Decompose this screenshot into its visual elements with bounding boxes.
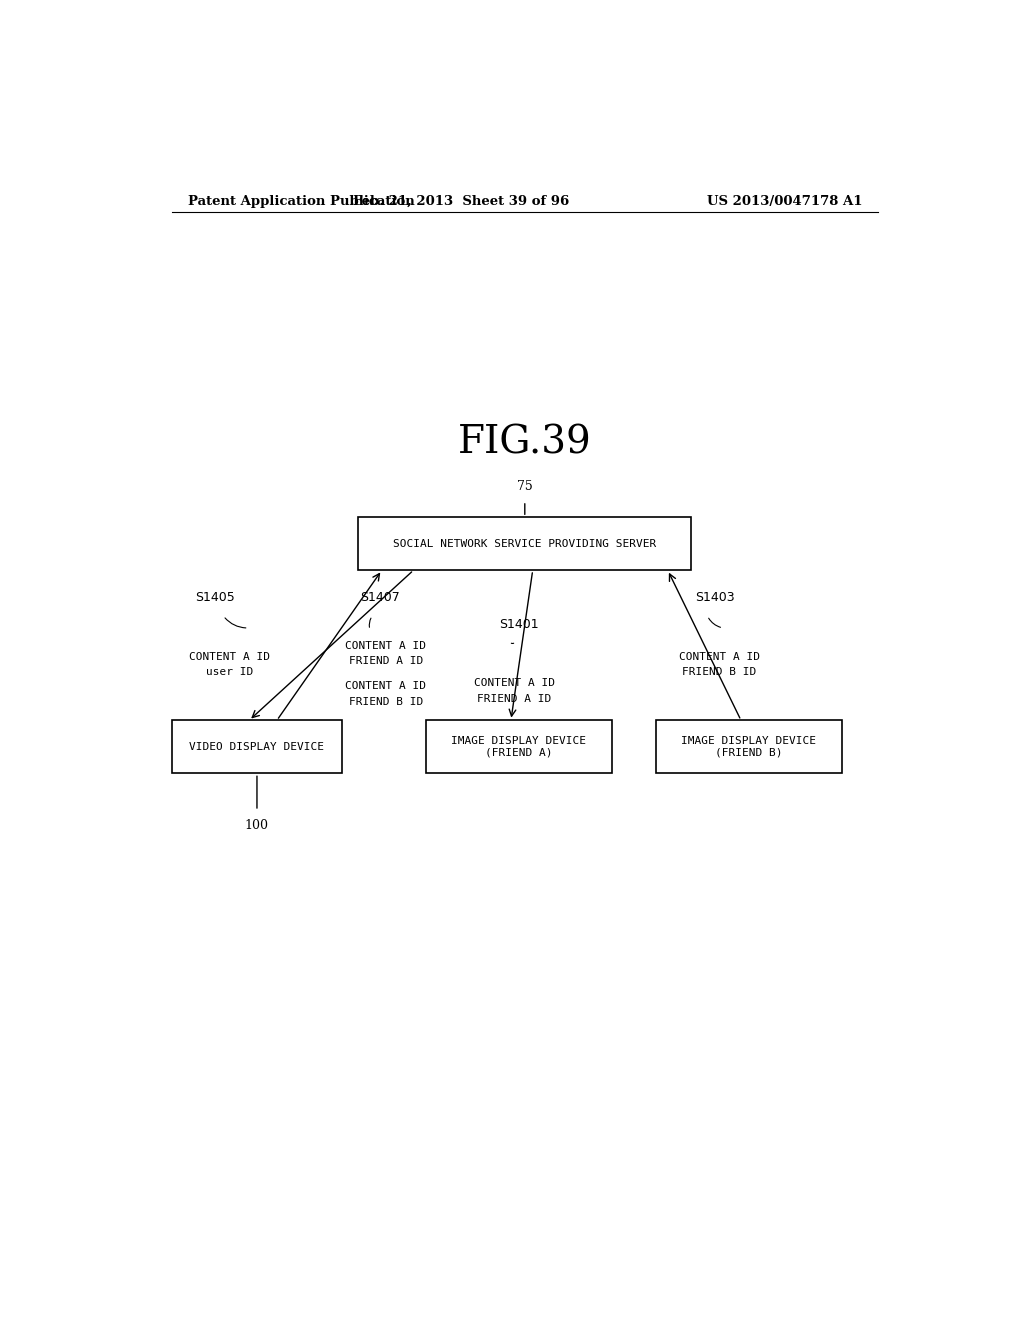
Text: 100: 100 [245, 818, 268, 832]
FancyBboxPatch shape [426, 721, 612, 774]
Text: S1407: S1407 [360, 590, 400, 603]
Text: CONTENT A ID
FRIEND A ID: CONTENT A ID FRIEND A ID [345, 640, 426, 667]
FancyBboxPatch shape [655, 721, 842, 774]
FancyBboxPatch shape [172, 721, 342, 774]
Text: IMAGE DISPLAY DEVICE
(FRIEND B): IMAGE DISPLAY DEVICE (FRIEND B) [682, 737, 816, 758]
Text: S1405: S1405 [196, 590, 236, 603]
Text: VIDEO DISPLAY DEVICE: VIDEO DISPLAY DEVICE [189, 742, 325, 752]
Text: Patent Application Publication: Patent Application Publication [187, 195, 415, 209]
Text: CONTENT A ID
FRIEND A ID: CONTENT A ID FRIEND A ID [474, 678, 555, 704]
Text: US 2013/0047178 A1: US 2013/0047178 A1 [707, 195, 862, 209]
Text: S1401: S1401 [500, 618, 539, 631]
Text: FIG.39: FIG.39 [458, 425, 592, 462]
FancyBboxPatch shape [358, 517, 691, 570]
Text: 75: 75 [517, 479, 532, 492]
Text: CONTENT A ID
user ID: CONTENT A ID user ID [189, 652, 270, 677]
Text: Feb. 21, 2013  Sheet 39 of 96: Feb. 21, 2013 Sheet 39 of 96 [353, 195, 569, 209]
Text: SOCIAL NETWORK SERVICE PROVIDING SERVER: SOCIAL NETWORK SERVICE PROVIDING SERVER [393, 539, 656, 549]
Text: CONTENT A ID
FRIEND B ID: CONTENT A ID FRIEND B ID [345, 681, 426, 706]
Text: IMAGE DISPLAY DEVICE
(FRIEND A): IMAGE DISPLAY DEVICE (FRIEND A) [452, 737, 587, 758]
Text: S1403: S1403 [695, 590, 735, 603]
Text: CONTENT A ID
FRIEND B ID: CONTENT A ID FRIEND B ID [679, 652, 760, 677]
